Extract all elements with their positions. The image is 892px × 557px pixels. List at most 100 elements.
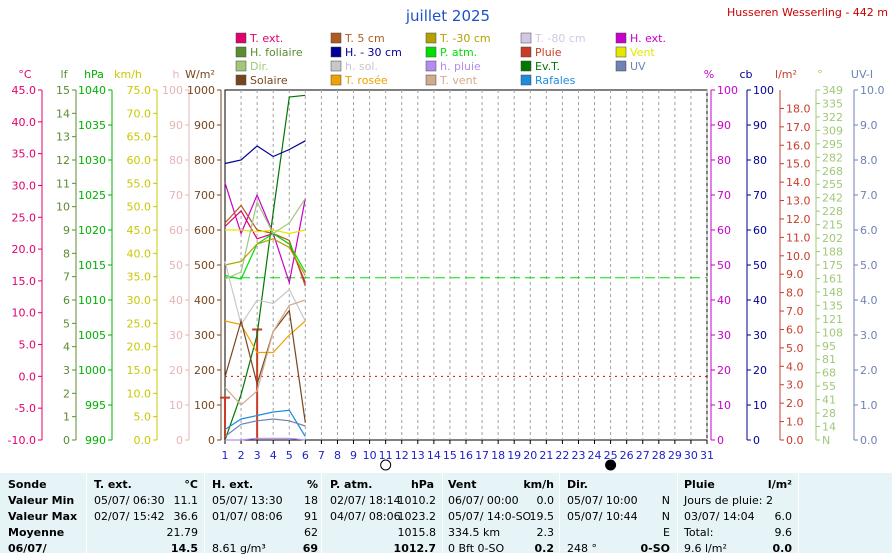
axis-tick-label: 900 xyxy=(194,119,215,132)
legend-label: T. vent xyxy=(439,74,478,87)
axis-tick-label: 202 xyxy=(822,232,843,245)
table-value: 0.0 xyxy=(772,542,793,555)
table-cell: 248 ° xyxy=(567,542,597,555)
x-tick-label: 14 xyxy=(427,449,441,462)
table-divider xyxy=(442,473,443,553)
axis-unit-label: UV-I xyxy=(851,68,873,81)
legend-entry: T. -30 cm xyxy=(425,32,491,45)
x-tick-label: 13 xyxy=(411,449,425,462)
x-tick-label: 25 xyxy=(604,449,618,462)
axis-tick-label: 990 xyxy=(85,434,106,447)
axis-tick-label: 188 xyxy=(822,246,843,259)
axis-tick-label: 3.0 xyxy=(860,329,878,342)
table-value: 1015.8 xyxy=(397,526,437,539)
axis-tick-label: 7.0 xyxy=(860,189,878,202)
x-tick-label: 18 xyxy=(491,449,505,462)
axis-tick-label: 70 xyxy=(169,189,183,202)
axis-tick-label: 45.0 xyxy=(127,224,152,237)
legend-entry: Ev.T. xyxy=(520,60,560,73)
x-tick-label: 26 xyxy=(620,449,634,462)
x-tick-label: 28 xyxy=(652,449,666,462)
axis-tick-label: -10.0 xyxy=(8,434,36,447)
table-value: 2.3 xyxy=(536,526,555,539)
legend-entry: h. sol. xyxy=(330,60,378,73)
series-line xyxy=(224,309,306,423)
axis-tick-label: 10.0 xyxy=(786,250,811,263)
axis-unit-label: W/m² xyxy=(185,68,215,81)
legend-label: Dir. xyxy=(250,60,269,73)
axis-tick-label: 60.0 xyxy=(127,154,152,167)
axis-tick-label: -5.0 xyxy=(15,402,36,415)
x-tick-label: 17 xyxy=(475,449,489,462)
axis-unit-label: km/h xyxy=(114,68,142,81)
x-tick-label: 9 xyxy=(350,449,357,462)
axis-tick-label: 2.0 xyxy=(860,364,878,377)
axis-unit-label: l/m² xyxy=(775,68,797,81)
series-layer xyxy=(220,94,707,441)
table-value: 11.1 xyxy=(173,494,199,507)
axis-tick-label: 0.0 xyxy=(786,434,804,447)
table-row-label: Valeur Max xyxy=(8,510,78,523)
axis-tick-label: 90 xyxy=(169,119,183,132)
axis-tick-label: 18.0 xyxy=(786,102,811,115)
axis-1: °C -10.0 -5.0 0.0 5.0 10.0 15.0 20.0 25.0 30.0 35.… xyxy=(8,68,43,447)
axis-10: ° N14284155688195108121135148161175188202… xyxy=(815,68,843,447)
legend-swatch xyxy=(520,74,532,86)
axis-tick-label: 400 xyxy=(194,294,215,307)
axis-tick-label: 5 xyxy=(63,317,70,330)
legend-label: T. rosée xyxy=(344,74,388,87)
series-line xyxy=(224,261,306,326)
axis-tick-label: 15.0 xyxy=(12,275,37,288)
legend-layer: T. ext. T. 5 cm T. -30 cm T. -80 cm H. ext. H… xyxy=(235,32,666,87)
axis-tick-label: 80 xyxy=(169,154,183,167)
table-value: 9.6 xyxy=(774,526,793,539)
axis-tick-label: 0 xyxy=(63,434,70,447)
station-label: Husseren Wesserling - 442 m xyxy=(727,6,888,19)
axis-tick-label: 8.0 xyxy=(786,287,804,300)
axis-tick-label: 95 xyxy=(822,340,836,353)
axis-tick-label: 1 xyxy=(63,411,70,424)
grid-layer: 1 2 3 4 5 6 7 8 9 10 11 12 13 14 15 16 17 18 19 20 21 22 23 24 2… xyxy=(222,89,714,471)
series-line xyxy=(224,140,306,165)
table-cell: 06/07/ 00:00 xyxy=(448,494,519,507)
axis-tick-label: 25.0 xyxy=(127,317,152,330)
series-line xyxy=(225,229,306,235)
legend-label: Ev.T. xyxy=(535,60,560,73)
axis-tick-label: 322 xyxy=(822,111,843,124)
x-tick-label: 30 xyxy=(684,449,698,462)
legend-label: T. -30 cm xyxy=(439,32,491,45)
axis-tick-label: 2.0 xyxy=(786,397,804,410)
axis-tick-label: 500 xyxy=(194,259,215,272)
axis-6: W/m² 0 100 200 300 400 500 600 700 800 900 1000 xyxy=(185,68,222,447)
axis-tick-label: 20 xyxy=(753,364,767,377)
axis-tick-label: 0 xyxy=(208,434,215,447)
axis-tick-label: 68 xyxy=(822,367,836,380)
axis-tick-label: 1040 xyxy=(78,84,106,97)
axis-tick-label: 16.0 xyxy=(786,139,811,152)
legend-label: H. - 30 cm xyxy=(345,46,402,59)
axis-9: l/m² 0.0 1.0 2.0 3.0 4.0 5.0 6.0 7.0 8.0 9.0 10.0 11… xyxy=(775,68,810,447)
legend-swatch xyxy=(330,32,342,44)
axis-tick-label: 10 xyxy=(56,201,70,214)
table-divider xyxy=(204,473,205,553)
axis-tick-label: 7 xyxy=(63,271,70,284)
axis-tick-label: 1.0 xyxy=(786,416,804,429)
axis-tick-label: 1000 xyxy=(78,364,106,377)
legend-entry: H. - 30 cm xyxy=(330,46,402,59)
legend-entry: T. vent xyxy=(425,74,478,87)
axis-tick-label: 15.0 xyxy=(786,158,811,171)
axis-tick-label: 81 xyxy=(822,353,836,366)
table-header: P. atm. xyxy=(330,478,373,491)
axis-tick-label: 2 xyxy=(63,387,70,400)
axis-tick-label: 70.0 xyxy=(127,107,152,120)
legend-swatch xyxy=(425,60,437,72)
axis-tick-label: 25.0 xyxy=(12,211,37,224)
axis-tick-label: 0.0 xyxy=(134,434,152,447)
axis-tick-label: 121 xyxy=(822,313,843,326)
legend-entry: H. foliaire xyxy=(235,46,303,59)
axis-tick-label: 20.0 xyxy=(127,341,152,354)
axis-tick-label: 50 xyxy=(169,259,183,272)
legend-label: T. 5 cm xyxy=(344,32,385,45)
axis-tick-label: 70 xyxy=(717,189,731,202)
